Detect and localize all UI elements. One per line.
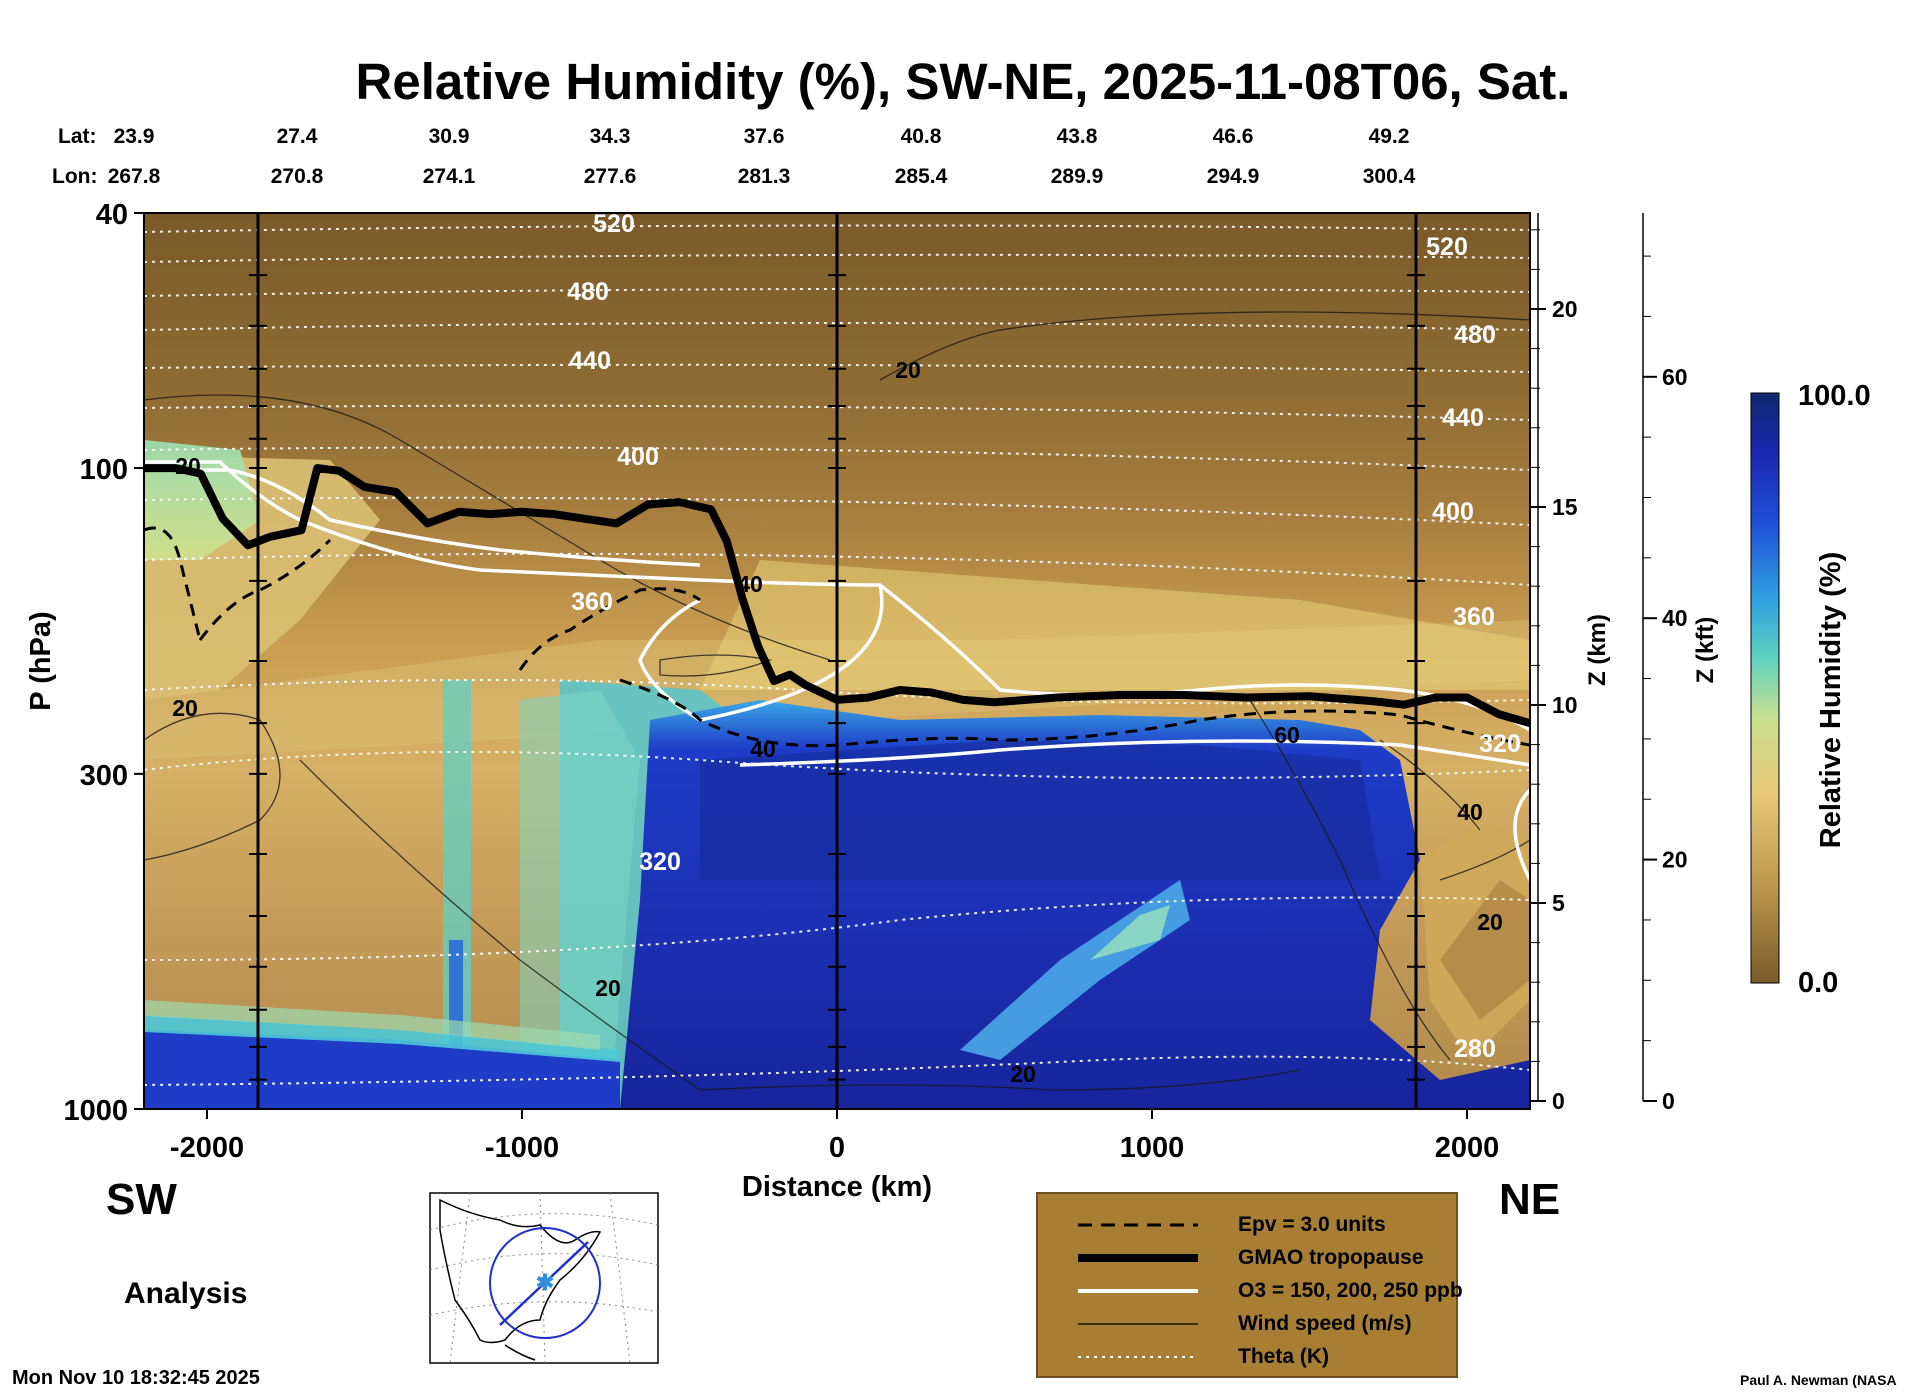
theta-label: 360 [1453,603,1495,631]
legend: Epv = 3.0 units GMAO tropopause O3 = 150… [1036,1192,1463,1378]
ozone-contours [144,460,1530,881]
lon-value: 289.9 [1051,165,1104,188]
lat-value: 34.3 [590,125,631,148]
inset-map: ✱ [429,1192,659,1364]
lon-value: 281.3 [738,165,791,188]
theta-label: 440 [1442,404,1484,432]
legend-label: O3 = 150, 200, 250 ppb [1238,1279,1463,1302]
z-kft-tick-label: 20 [1662,847,1688,873]
theta-label: 480 [1454,321,1496,349]
y-tick-label: 40 [96,199,128,231]
theta-label: 280 [1454,1035,1496,1063]
legend-item-epv: Epv = 3.0 units [1048,1210,1448,1240]
lat-value: 49.2 [1369,125,1410,148]
z-kft-axis-label: Z (kft) [1692,617,1719,684]
z-km-tick-label: 0 [1552,1088,1565,1114]
y-axis-label: P (hPa) [25,611,57,710]
lon-value: 285.4 [895,165,948,188]
lat-value: 27.4 [277,125,318,148]
contour-labels: 520 480 440 400 360 320 520 480 440 400 360 320 280 2… [172,210,1521,1087]
x-tick-label: 0 [829,1132,845,1164]
z-kft-tick-label: 0 [1662,1088,1675,1114]
lat-header-label: Lat: [58,125,97,148]
epv-contours [144,526,1530,748]
z-km-tick-label: 10 [1552,692,1578,718]
wind-label: 40 [737,571,763,597]
x-tick-label: 1000 [1120,1132,1185,1164]
z-axes: 0 5 10 15 20 0 20 40 60 [1530,213,1688,1114]
wind-label: 40 [750,736,776,762]
z-km-tick-label: 20 [1552,296,1578,322]
theta-label: 360 [571,588,613,616]
x-tick-label: -2000 [170,1132,244,1164]
x-tick-label: -1000 [485,1132,559,1164]
ne-label: NE [1499,1175,1561,1224]
legend-item-theta: Theta (K) [1048,1342,1448,1372]
y-tick-label: 1000 [63,1095,128,1127]
wind-contours [144,311,1530,1091]
wind-label: 20 [1477,909,1503,935]
lon-value: 294.9 [1207,165,1260,188]
theta-label: 520 [593,210,635,238]
lat-value: 43.8 [1057,125,1098,148]
lon-value: 274.1 [423,165,476,188]
lat-value: 40.8 [901,125,942,148]
legend-label: Wind speed (m/s) [1238,1312,1412,1335]
legend-item-wind: Wind speed (m/s) [1048,1309,1448,1339]
credit: Paul A. Newman (NASA [1740,1372,1897,1388]
wind-label: 40 [1457,799,1483,825]
lon-header-label: Lon: [52,165,97,188]
y-axis: 40 100 300 1000 [63,199,144,1127]
chart-title: Relative Humidity (%), SW-NE, 2025-11-08… [355,53,1571,110]
colorbar [1750,392,1780,984]
lon-value: 267.8 [108,165,161,188]
colorbar-max-label: 100.0 [1798,380,1871,412]
theta-label: 320 [639,848,681,876]
y-tick-label: 300 [80,760,128,792]
wind-label: 20 [1010,1061,1036,1087]
legend-label: Epv = 3.0 units [1238,1213,1386,1236]
wind-label: 20 [895,357,921,383]
lon-value: 277.6 [584,165,637,188]
lat-value: 23.9 [114,125,155,148]
tropopause-line [144,464,1530,727]
z-kft-tick-label: 40 [1662,605,1688,631]
wind-label: 60 [1274,722,1300,748]
wind-label: 20 [172,695,198,721]
legend-label: GMAO tropopause [1238,1246,1424,1269]
svg-text:✱: ✱ [536,1270,554,1295]
x-axis-label: Distance (km) [742,1171,932,1203]
wind-label: 20 [175,453,201,479]
theta-label: 480 [567,278,609,306]
sw-label: SW [106,1175,177,1224]
colorbar-min-label: 0.0 [1798,967,1838,999]
lon-value: 270.8 [271,165,324,188]
reference-ticks [249,274,1425,1081]
theta-label: 440 [569,347,611,375]
z-kft-tick-label: 60 [1662,364,1688,390]
lat-lon-header: Lat: Lon: 23.9 27.4 30.9 34.3 37.6 40.8 43.8 46.6… [52,125,1416,188]
timestamp: Mon Nov 10 18:32:45 2025 [12,1367,260,1389]
theta-label: 520 [1426,233,1468,261]
lon-value: 300.4 [1363,165,1416,188]
z-km-tick-label: 5 [1552,890,1565,916]
theta-label: 320 [1479,730,1521,758]
wind-label: 20 [595,975,621,1001]
z-km-axis-label: Z (km) [1584,614,1611,686]
lat-value: 30.9 [429,125,470,148]
x-tick-label: 2000 [1435,1132,1500,1164]
lat-value: 46.6 [1213,125,1254,148]
legend-item-tropopause: GMAO tropopause [1048,1243,1448,1273]
z-km-tick-label: 15 [1552,494,1578,520]
analysis-label: Analysis [124,1277,248,1310]
y-tick-label: 100 [80,454,128,486]
theta-label: 400 [617,443,659,471]
x-axis: -2000 -1000 0 1000 2000 [170,1109,1499,1164]
legend-item-ozone: O3 = 150, 200, 250 ppb [1048,1276,1463,1306]
lat-value: 37.6 [744,125,785,148]
theta-label: 400 [1432,498,1474,526]
colorbar-label: Relative Humidity (%) [1815,552,1847,849]
legend-label: Theta (K) [1238,1345,1329,1368]
